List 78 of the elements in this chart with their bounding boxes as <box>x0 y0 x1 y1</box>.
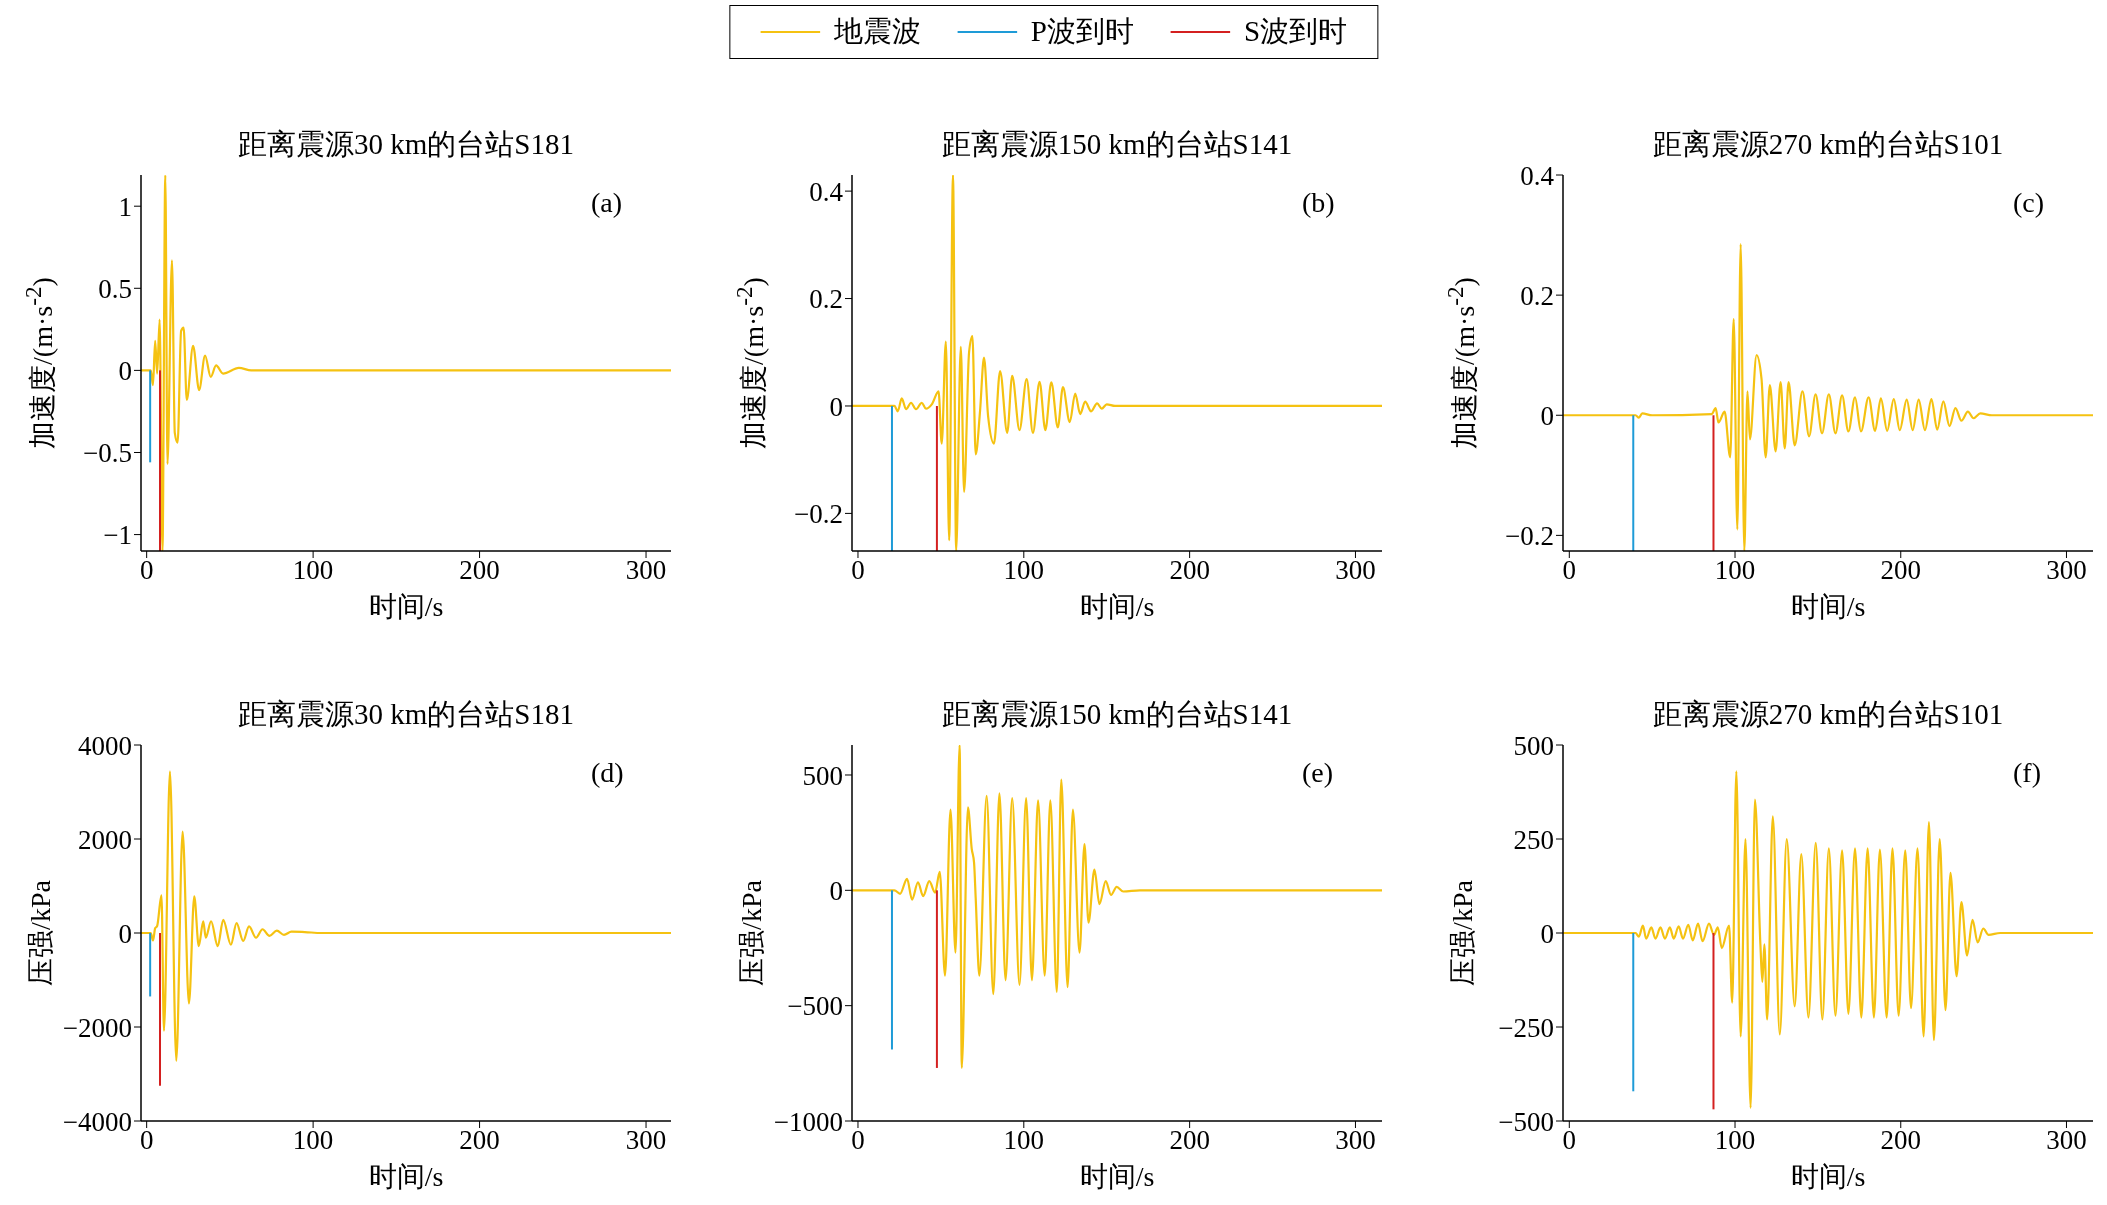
y-tick-label: 0 <box>1540 918 1554 949</box>
chart-title: 距离震源150 km的台站S141 <box>940 127 1294 162</box>
y-tick-label: 0 <box>1540 400 1554 431</box>
x-tick-label: 300 <box>1335 555 1376 586</box>
x-tick-label: 0 <box>851 555 865 586</box>
y-tick-label: −2000 <box>62 1012 132 1043</box>
y-tick-label: 0.2 <box>1520 280 1554 311</box>
legend-label: S波到时 <box>1244 14 1348 49</box>
x-tick-label: 300 <box>1335 1125 1376 1156</box>
chart-title: 距离震源30 km的台站S181 <box>237 697 575 732</box>
y-tick-label: 2000 <box>78 824 132 855</box>
x-tick-label: 0 <box>1562 555 1577 586</box>
x-axis-title: 时间/s <box>367 1160 445 1194</box>
y-axis-title: 压强/kPa <box>735 880 768 986</box>
annotation: (d) <box>591 757 624 789</box>
x-tick-label: 0 <box>851 1125 865 1156</box>
y-tick-label: 1 <box>118 191 132 222</box>
x-axis-title: 时间/s <box>367 590 445 624</box>
x-axis-title: 时间/s <box>1078 590 1156 624</box>
x-tick-label: 200 <box>1169 1125 1210 1156</box>
legend-label: 地震波 <box>833 14 921 49</box>
y-tick-label: 0.4 <box>809 176 844 207</box>
line-series <box>141 175 671 551</box>
chart-title: 距离震源270 km的台站S101 <box>1651 127 2005 162</box>
y-tick-label: −0.2 <box>794 498 843 529</box>
chart-title: 距离震源270 km的台站S101 <box>1651 697 2005 732</box>
chart-title: 距离震源150 km的台站S141 <box>940 697 1294 732</box>
x-tick-label: 100 <box>292 1125 334 1156</box>
x-axis-title: 时间/s <box>1789 1160 1867 1194</box>
x-tick-label: 0 <box>139 555 154 586</box>
x-tick-label: 300 <box>2046 1125 2087 1156</box>
annotation: (b) <box>1302 187 1335 219</box>
x-tick-label: 100 <box>1003 555 1045 586</box>
y-tick-label: −4000 <box>62 1106 132 1137</box>
x-tick-label: 100 <box>292 555 334 586</box>
x-tick-label: 200 <box>1169 555 1210 586</box>
y-tick-label: 0.4 <box>1520 160 1555 191</box>
y-tick-label: 500 <box>802 760 843 791</box>
y-tick-label: 0.5 <box>98 273 132 304</box>
annotation: (f) <box>2013 757 2041 789</box>
y-tick-label: 4000 <box>78 730 132 761</box>
x-tick-label: 200 <box>459 555 500 586</box>
legend-label: P波到时 <box>1030 14 1134 49</box>
annotation: (a) <box>591 187 623 219</box>
x-tick-label: 300 <box>625 1125 667 1156</box>
chart-title: 距离震源30 km的台站S181 <box>237 127 575 162</box>
x-axis-title: 时间/s <box>1789 590 1867 624</box>
y-tick-label: 500 <box>1513 730 1554 761</box>
y-tick-label: 0 <box>829 875 843 906</box>
y-tick-label: 0 <box>829 391 843 422</box>
line-series <box>852 175 1382 551</box>
x-tick-label: 100 <box>1714 555 1756 586</box>
x-tick-label: 300 <box>625 555 667 586</box>
y-tick-label: 250 <box>1513 824 1554 855</box>
y-tick-label: −1000 <box>773 1106 843 1137</box>
x-tick-label: 200 <box>459 1125 500 1156</box>
y-axis-title: 压强/kPa <box>24 880 57 986</box>
y-tick-label: 0.2 <box>809 284 843 315</box>
x-axis-title: 时间/s <box>1078 1160 1156 1194</box>
line-series <box>852 745 1382 1070</box>
y-axis-title: 压强/kPa <box>1446 880 1479 986</box>
y-tick-label: −1 <box>103 520 132 551</box>
x-tick-label: 0 <box>139 1125 154 1156</box>
y-tick-label: −0.2 <box>1505 520 1554 551</box>
x-tick-label: 0 <box>1562 1125 1577 1156</box>
x-tick-label: 100 <box>1714 1125 1756 1156</box>
y-tick-label: −500 <box>787 991 843 1022</box>
annotation: (c) <box>2013 187 2045 219</box>
x-tick-label: 200 <box>1880 555 1921 586</box>
x-tick-label: 300 <box>2046 555 2087 586</box>
annotation: (e) <box>1302 757 1334 789</box>
y-tick-label: 0 <box>118 355 132 386</box>
y-tick-label: −500 <box>1498 1106 1554 1137</box>
x-tick-label: 100 <box>1003 1125 1045 1156</box>
x-tick-label: 200 <box>1880 1125 1921 1156</box>
y-tick-label: 0 <box>118 918 132 949</box>
y-tick-label: −250 <box>1498 1012 1554 1043</box>
y-tick-label: −0.5 <box>83 438 132 469</box>
